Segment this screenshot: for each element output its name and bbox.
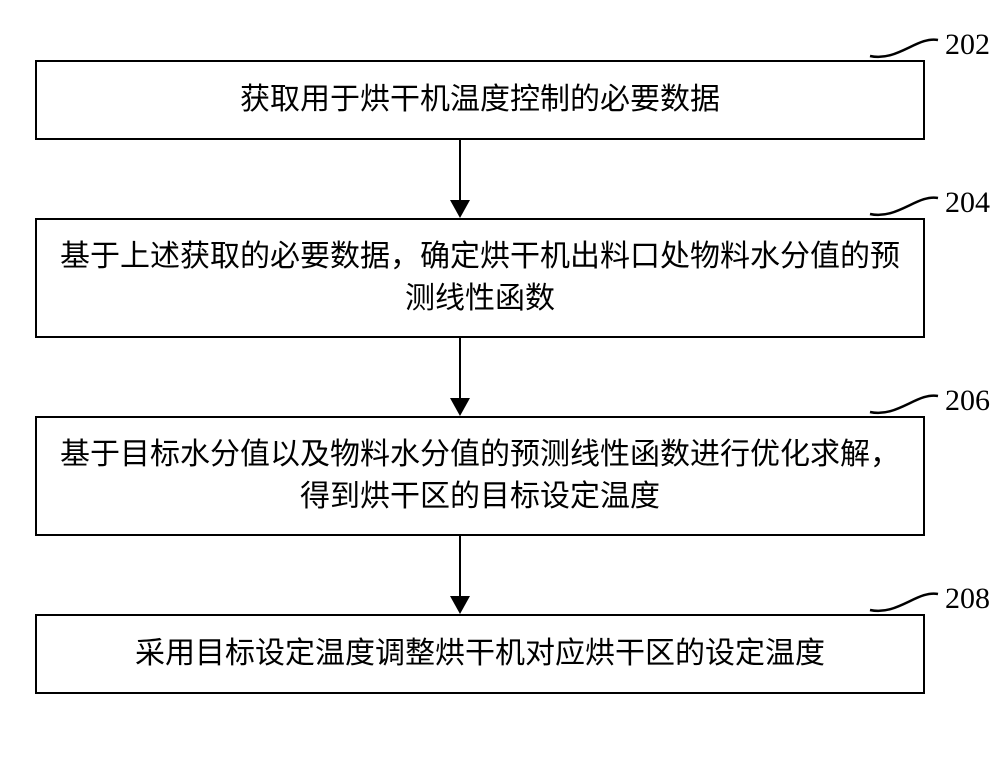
flowchart-canvas: 获取用于烘干机温度控制的必要数据 202 基于上述获取的必要数据，确定烘干机出料口处… <box>0 0 1000 764</box>
flow-step-208: 采用目标设定温度调整烘干机对应烘干区的设定温度 <box>35 614 925 694</box>
arrow-down-icon <box>450 596 470 614</box>
flow-step-202: 获取用于烘干机温度控制的必要数据 <box>35 60 925 140</box>
flow-arrow <box>0 536 980 614</box>
arrow-down-icon <box>450 200 470 218</box>
flow-arrow <box>0 338 980 416</box>
flow-step-text: 获取用于烘干机温度控制的必要数据 <box>240 79 720 121</box>
flow-arrow <box>0 140 980 218</box>
flow-step-204: 基于上述获取的必要数据，确定烘干机出料口处物料水分值的预测线性函数 <box>35 218 925 338</box>
step-number-202: 202 <box>945 28 990 62</box>
arrow-down-icon <box>450 398 470 416</box>
flow-step-206: 基于目标水分值以及物料水分值的预测线性函数进行优化求解，得到烘干区的目标设定温度 <box>35 416 925 536</box>
flow-step-text: 采用目标设定温度调整烘干机对应烘干区的设定温度 <box>135 633 825 675</box>
flow-step-text: 基于目标水分值以及物料水分值的预测线性函数进行优化求解，得到烘干区的目标设定温度 <box>57 434 903 518</box>
callout-line <box>865 35 943 61</box>
flow-step-text: 基于上述获取的必要数据，确定烘干机出料口处物料水分值的预测线性函数 <box>57 236 903 320</box>
